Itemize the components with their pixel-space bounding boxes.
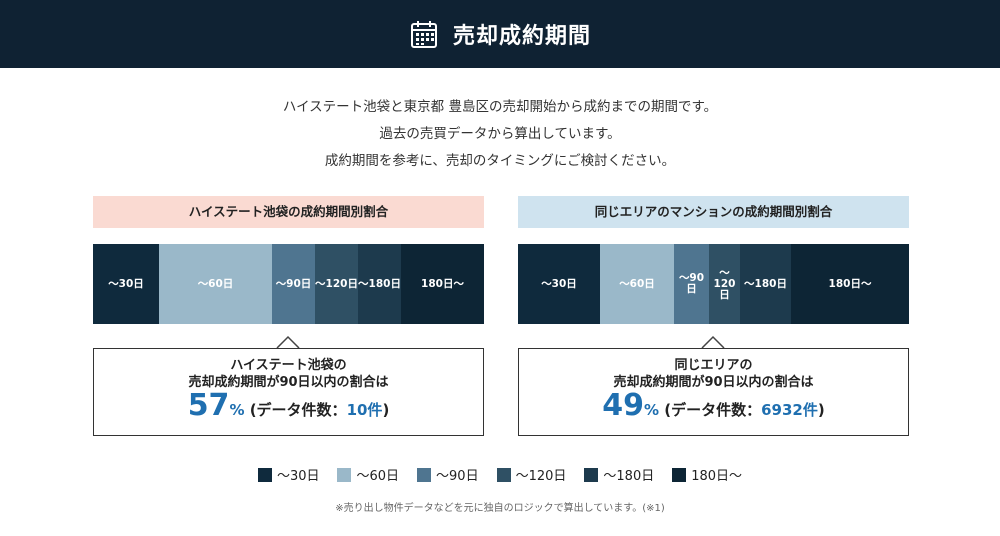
legend-item: 〜90日 [417, 465, 479, 484]
legend-label: 〜180日 [603, 469, 655, 484]
legend-swatch [257, 467, 272, 482]
legend-label: 〜30日 [276, 469, 320, 484]
bar-segment: 〜120日 [315, 244, 358, 324]
summary-result: 49% (データ件数：6932件) [519, 391, 908, 425]
percent-sign: % [644, 401, 660, 419]
percent-value: 49 [602, 388, 644, 423]
area-panel: 同じエリアのマンションの成約期間別割合 〜30日 〜60日 〜90日 〜120日 〜18… [518, 196, 909, 436]
count-suffix: ) [382, 401, 390, 419]
period-share-bar: 〜30日 〜60日 〜90日 〜120日 〜180日 180日〜 [518, 244, 909, 324]
bar-segment: 〜120日 [709, 244, 740, 324]
legend-swatch [337, 467, 352, 482]
summary-line1: 同じエリアの [674, 358, 753, 373]
bar-segment: 180日〜 [791, 244, 909, 324]
legend: 〜30日 〜60日 〜90日 〜120日 〜180日 180日〜 [0, 465, 1000, 484]
bar-segment-label: 〜90日 [275, 277, 312, 290]
bar-segment-label: 〜30日 [108, 277, 144, 290]
legend-item: 〜30日 [257, 465, 320, 484]
count-value: 6932件 [761, 401, 818, 419]
bar-segment-label: 〜90日 [678, 272, 705, 295]
bar-segment: 〜60日 [159, 244, 272, 324]
summary-line1: ハイステート池袋の [230, 358, 347, 373]
intro-line: 過去の売買データから算出しています。 [379, 126, 621, 142]
summary-line2: 売却成約期間が90日以内の割合は [188, 375, 389, 390]
page-header: 売却成約期間 [0, 0, 1000, 68]
bar-segment: 〜90日 [272, 244, 315, 324]
page-title: 売却成約期間 [452, 24, 591, 49]
legend-swatch [584, 467, 599, 482]
bar-segment-label: 〜120日 [315, 277, 358, 290]
summary-box: ハイステート池袋の 売却成約期間が90日以内の割合は 57% (データ件数：10… [93, 348, 484, 436]
count-suffix: ) [817, 401, 825, 419]
summary-box: 同じエリアの 売却成約期間が90日以内の割合は 49% (データ件数：6932件… [518, 348, 909, 436]
bar-segment: 〜180日 [358, 244, 401, 324]
property-panel: ハイステート池袋の成約期間別割合 〜30日 〜60日 〜90日 〜120日 〜180日 1… [93, 196, 484, 436]
legend-swatch [417, 467, 432, 482]
bar-segment-label: 〜120日 [713, 266, 736, 301]
legend-label: 〜60日 [356, 469, 400, 484]
legend-swatch [496, 467, 511, 482]
bar-segment-label: 〜180日 [358, 277, 401, 290]
bar-segment: 〜30日 [93, 244, 159, 324]
percent-value: 57 [187, 388, 230, 423]
legend-label: 180日〜 [691, 469, 743, 484]
legend-item: 〜60日 [337, 465, 399, 484]
intro-text: ハイステート池袋と東京都 豊島区の売却開始から成約までの期間です。 過去の売買デ… [0, 94, 1000, 175]
caret-up-icon [276, 335, 300, 348]
legend-label: 〜120日 [515, 469, 567, 484]
bar-segment-label: 〜60日 [197, 277, 234, 290]
bar-segment-label: 180日〜 [828, 277, 872, 290]
legend-item: 180日〜 [672, 465, 742, 484]
bar-segment-label: 〜30日 [541, 277, 577, 290]
panel-title: 同じエリアのマンションの成約期間別割合 [518, 196, 909, 228]
legend-item: 〜180日 [584, 465, 654, 484]
legend-item: 〜120日 [496, 465, 567, 484]
bar-segment-label: 〜60日 [619, 277, 655, 290]
period-share-bar: 〜30日 〜60日 〜90日 〜120日 〜180日 180日〜 [93, 244, 484, 324]
summary-line2: 売却成約期間が90日以内の割合は [613, 375, 814, 390]
intro-line: ハイステート池袋と東京都 豊島区の売却開始から成約までの期間です。 [282, 99, 718, 115]
bar-segment: 〜180日 [740, 244, 791, 324]
bar-segment: 〜30日 [518, 244, 600, 324]
legend-label: 〜90日 [436, 469, 479, 484]
legend-swatch [672, 467, 687, 482]
panel-title: ハイステート池袋の成約期間別割合 [93, 196, 484, 228]
bar-segment-label: 180日〜 [421, 277, 464, 290]
summary-result: 57% (データ件数：10件) [94, 391, 483, 425]
count-value: 10件 [346, 401, 383, 419]
bar-segment-label: 〜180日 [744, 277, 787, 290]
bar-segment: 〜60日 [600, 244, 674, 324]
bar-segment: 180日〜 [401, 244, 484, 324]
bar-segment: 〜90日 [674, 244, 709, 324]
count-prefix: (データ件数： [244, 401, 347, 419]
footnote: ※売り出し物件データなどを元に独自のロジックで算出しています。(※1) [335, 503, 665, 514]
calendar-icon [410, 21, 437, 48]
percent-sign: % [229, 401, 245, 419]
intro-line: 成約期間を参考に、売却のタイミングにご検討ください。 [324, 153, 676, 169]
count-prefix: (データ件数： [659, 401, 762, 419]
caret-up-icon [701, 335, 725, 348]
